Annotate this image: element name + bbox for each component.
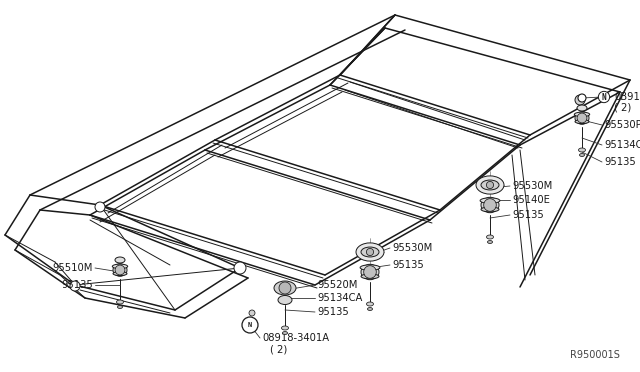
Ellipse shape [112, 264, 128, 269]
Ellipse shape [113, 264, 127, 276]
Text: 95135: 95135 [317, 307, 349, 317]
Ellipse shape [282, 331, 287, 334]
Ellipse shape [361, 274, 379, 279]
Ellipse shape [367, 308, 372, 311]
Ellipse shape [367, 302, 374, 306]
Ellipse shape [278, 295, 292, 305]
Ellipse shape [476, 176, 504, 194]
Ellipse shape [486, 235, 493, 239]
Ellipse shape [574, 112, 589, 117]
Circle shape [486, 182, 493, 189]
Text: 0B91B-3401A: 0B91B-3401A [614, 92, 640, 102]
Ellipse shape [356, 243, 384, 261]
Circle shape [484, 199, 496, 211]
Ellipse shape [579, 154, 584, 157]
Ellipse shape [481, 207, 499, 212]
Circle shape [366, 248, 374, 256]
Text: 95140E: 95140E [512, 195, 550, 205]
Circle shape [577, 113, 587, 123]
Circle shape [364, 266, 376, 278]
Text: 95135: 95135 [604, 157, 636, 167]
Ellipse shape [115, 257, 125, 263]
Ellipse shape [118, 305, 122, 308]
Ellipse shape [360, 265, 380, 270]
Circle shape [249, 310, 255, 316]
Ellipse shape [282, 326, 289, 330]
Text: 95510M: 95510M [52, 263, 93, 273]
Text: 95134C: 95134C [604, 140, 640, 150]
Text: 08918-3401A: 08918-3401A [262, 333, 329, 343]
Ellipse shape [575, 112, 589, 124]
Text: 95134CA: 95134CA [317, 293, 362, 303]
Ellipse shape [116, 300, 124, 304]
Circle shape [234, 262, 246, 274]
Circle shape [279, 282, 291, 294]
Text: 95530M: 95530M [512, 181, 552, 191]
Text: ( 2): ( 2) [270, 345, 287, 355]
Circle shape [70, 281, 80, 291]
Circle shape [575, 95, 585, 105]
Ellipse shape [361, 264, 379, 280]
Text: 95135: 95135 [512, 210, 544, 220]
Circle shape [578, 94, 586, 102]
Ellipse shape [579, 148, 586, 152]
Circle shape [115, 265, 125, 275]
Text: R950001S: R950001S [570, 350, 620, 360]
Circle shape [242, 317, 258, 333]
Ellipse shape [577, 105, 587, 111]
Text: 95530M: 95530M [392, 243, 432, 253]
Text: 95520M: 95520M [317, 280, 357, 290]
Text: N: N [602, 93, 606, 102]
Text: N: N [248, 322, 252, 328]
Text: 95135: 95135 [392, 260, 424, 270]
Ellipse shape [480, 198, 500, 203]
Ellipse shape [113, 272, 127, 276]
Ellipse shape [274, 281, 296, 295]
Ellipse shape [575, 120, 589, 124]
Text: ( 2): ( 2) [614, 103, 631, 113]
Ellipse shape [481, 180, 499, 190]
Ellipse shape [361, 247, 379, 257]
Ellipse shape [481, 197, 499, 213]
Circle shape [95, 202, 105, 212]
Text: 95530P: 95530P [604, 120, 640, 130]
Text: 95135: 95135 [61, 280, 93, 290]
Ellipse shape [488, 241, 493, 244]
